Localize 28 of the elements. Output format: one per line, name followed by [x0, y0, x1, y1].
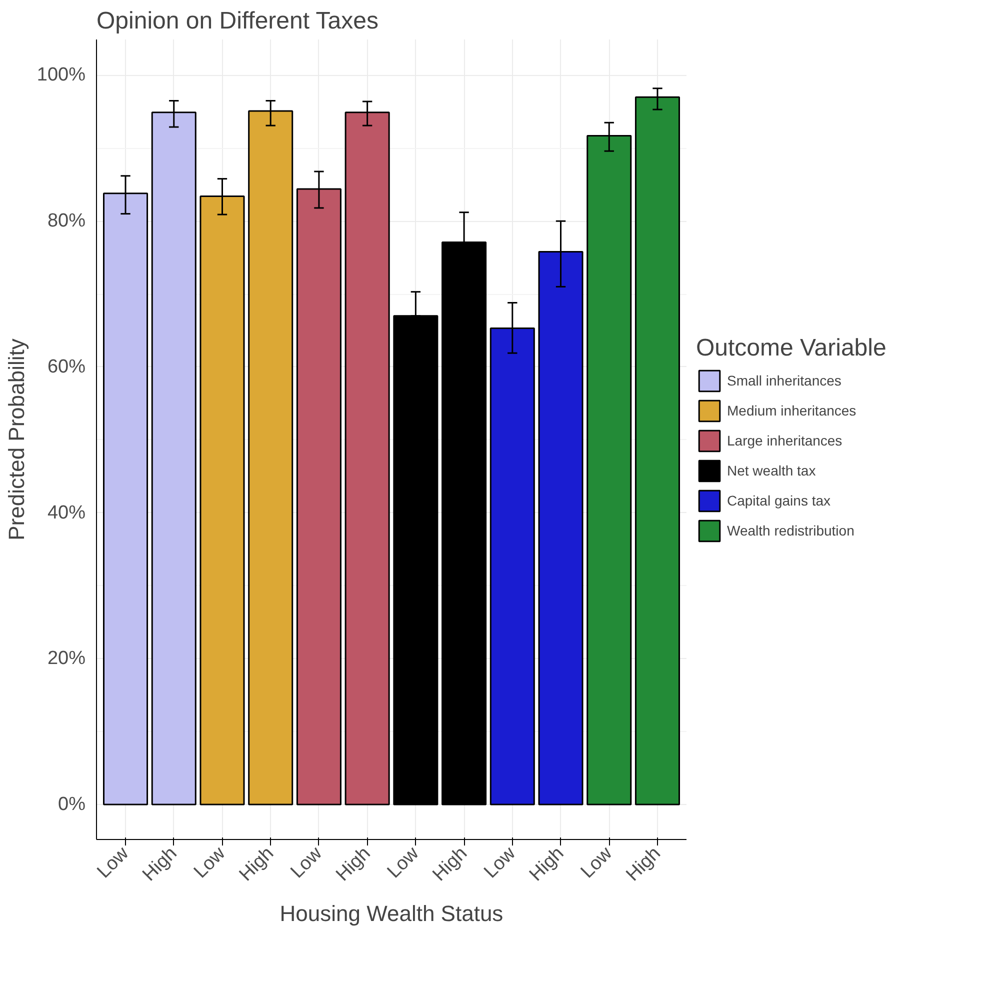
legend-label: Large inheritances	[727, 432, 842, 448]
x-tick-label: Low	[480, 842, 520, 883]
y-tick-label: 60%	[47, 356, 86, 378]
y-tick-label: 0%	[58, 794, 86, 815]
x-tick-label: High	[622, 843, 665, 886]
x-tick-label: High	[526, 843, 568, 886]
legend-label: Capital gains tax	[727, 492, 831, 508]
chart-title: Opinion on Different Taxes	[96, 8, 378, 34]
x-tick-label: Low	[286, 842, 327, 883]
x-tick-label: Low	[577, 842, 617, 883]
legend-label: Wealth redistribution	[727, 522, 854, 538]
y-axis-title: Predicted Probability	[4, 338, 29, 540]
x-tick-label: High	[332, 843, 375, 886]
x-tick-label: Low	[93, 842, 134, 883]
y-tick-label: 40%	[47, 502, 86, 524]
y-tick-label: 100%	[36, 64, 86, 86]
x-tick-label: Low	[384, 842, 424, 883]
y-tick-label: 80%	[47, 210, 86, 232]
legend-label: Net wealth tax	[727, 462, 816, 478]
x-tick-label: High	[236, 843, 278, 886]
x-tick-label: Low	[190, 842, 230, 883]
x-axis-title: Housing Wealth Status	[280, 900, 504, 926]
x-tick-label: High	[138, 843, 182, 886]
legend-label: Medium inheritances	[727, 402, 856, 418]
legend-title: Outcome Variable	[696, 334, 886, 362]
x-tick-label: High	[428, 843, 472, 886]
legend-label: Small inheritances	[727, 372, 842, 388]
y-tick-label: 20%	[47, 648, 86, 670]
